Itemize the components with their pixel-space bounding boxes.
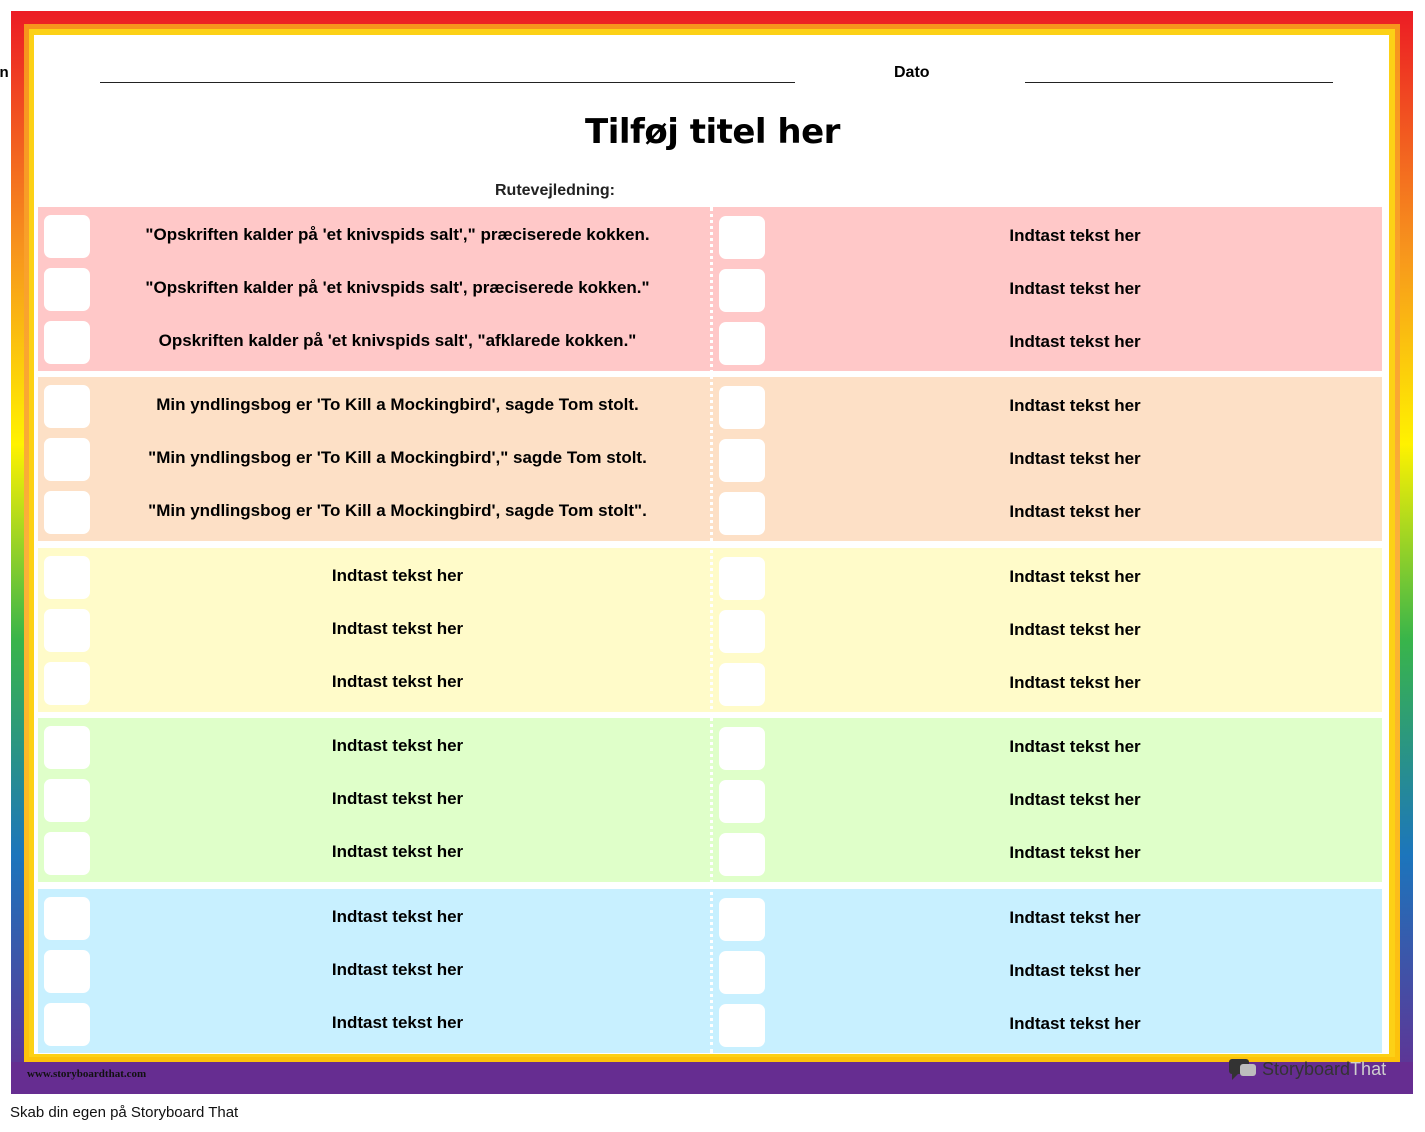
name-line (100, 82, 795, 83)
date-label: Dato (894, 64, 930, 81)
left-cell-text[interactable]: Indtast tekst her (331, 672, 464, 691)
frame-bottom-bar (11, 1062, 1413, 1094)
checkbox-right[interactable] (719, 780, 765, 823)
checkbox-right[interactable] (719, 439, 765, 482)
left-cell-text[interactable]: "Min yndlingsbog er 'To Kill a Mockingbi… (148, 501, 647, 520)
checkbox-left[interactable] (44, 438, 90, 481)
checkbox-right[interactable] (719, 386, 765, 429)
left-cell-text[interactable]: Indtast tekst her (331, 789, 464, 808)
checkbox-right[interactable] (719, 557, 765, 600)
left-cell-text[interactable]: Indtast tekst her (331, 566, 464, 585)
right-cell-text[interactable]: Indtast tekst her (1009, 567, 1141, 586)
left-cell-text[interactable]: Indtast tekst her (331, 907, 464, 926)
right-cell-text[interactable]: Indtast tekst her (1009, 1014, 1141, 1033)
left-cell-text[interactable]: "Opskriften kalder på 'et knivspids salt… (145, 278, 650, 297)
checkbox-right[interactable] (719, 1004, 765, 1047)
checkbox-right[interactable] (719, 492, 765, 535)
checkbox-right[interactable] (719, 610, 765, 653)
left-cell-text[interactable]: Min yndlingsbog er 'To Kill a Mockingbir… (156, 395, 639, 414)
right-cell-text[interactable]: Indtast tekst her (1009, 737, 1141, 756)
checkbox-left[interactable] (44, 491, 90, 534)
logo-text-storyboard: Storyboard (1262, 1058, 1351, 1079)
left-cell-text[interactable]: Indtast tekst her (331, 1013, 464, 1032)
name-label: Navn (0, 64, 9, 81)
checkbox-right[interactable] (719, 216, 765, 259)
right-cell-text[interactable]: Indtast tekst her (1009, 961, 1141, 980)
left-cell-text[interactable]: Indtast tekst her (331, 960, 464, 979)
storyboardthat-logo: Storyboard That (1228, 1056, 1386, 1082)
route-label: Rutevejledning: (495, 182, 616, 199)
checkbox-right[interactable] (719, 898, 765, 941)
checkbox-right[interactable] (719, 269, 765, 312)
left-cell-text[interactable]: Indtast tekst her (331, 736, 464, 755)
checkbox-right[interactable] (719, 663, 765, 706)
logo-text-that: That (1350, 1058, 1387, 1079)
right-cell-text[interactable]: Indtast tekst her (1009, 908, 1141, 927)
left-cell-text[interactable]: "Min yndlingsbog er 'To Kill a Mockingbi… (148, 448, 647, 467)
right-cell-text[interactable]: Indtast tekst her (1009, 332, 1141, 351)
checkbox-left[interactable] (44, 556, 90, 599)
checkbox-left[interactable] (44, 897, 90, 940)
column-divider (710, 207, 713, 1053)
right-cell-text[interactable]: Indtast tekst her (1009, 502, 1141, 521)
date-line (1025, 82, 1333, 83)
checkbox-right[interactable] (719, 727, 765, 770)
left-cell-text[interactable]: Indtast tekst her (331, 842, 464, 861)
checkbox-left[interactable] (44, 662, 90, 705)
checkbox-left[interactable] (44, 1003, 90, 1046)
checkbox-right[interactable] (719, 322, 765, 365)
checkbox-left[interactable] (44, 385, 90, 428)
checkbox-left[interactable] (44, 950, 90, 993)
footer-caption: Skab din egen på Storyboard That (10, 1104, 239, 1121)
right-cell-text[interactable]: Indtast tekst her (1009, 226, 1141, 245)
left-cell-text[interactable]: Opskriften kalder på 'et knivspids salt'… (158, 331, 637, 350)
right-cell-text[interactable]: Indtast tekst her (1009, 843, 1141, 862)
checkbox-left[interactable] (44, 268, 90, 311)
right-cell-text[interactable]: Indtast tekst her (1009, 449, 1141, 468)
page-title[interactable]: Tilføj titel her (585, 112, 840, 152)
right-cell-text[interactable]: Indtast tekst her (1009, 790, 1141, 809)
right-cell-text[interactable]: Indtast tekst her (1009, 673, 1141, 692)
checkbox-left[interactable] (44, 609, 90, 652)
right-cell-text[interactable]: Indtast tekst her (1009, 396, 1141, 415)
footer-url: www.storyboardthat.com (27, 1068, 147, 1080)
right-cell-text[interactable]: Indtast tekst her (1009, 279, 1141, 298)
checkbox-left[interactable] (44, 726, 90, 769)
right-cell-text[interactable]: Indtast tekst her (1009, 620, 1141, 639)
left-cell-text[interactable]: "Opskriften kalder på 'et knivspids salt… (145, 225, 650, 244)
checkbox-left[interactable] (44, 215, 90, 258)
left-cell-text[interactable]: Indtast tekst her (331, 619, 464, 638)
checkbox-left[interactable] (44, 832, 90, 875)
checkbox-left[interactable] (44, 321, 90, 364)
checkbox-right[interactable] (719, 833, 765, 876)
checkbox-left[interactable] (44, 779, 90, 822)
speech-bubble-icon (1228, 1057, 1258, 1081)
checkbox-right[interactable] (719, 951, 765, 994)
